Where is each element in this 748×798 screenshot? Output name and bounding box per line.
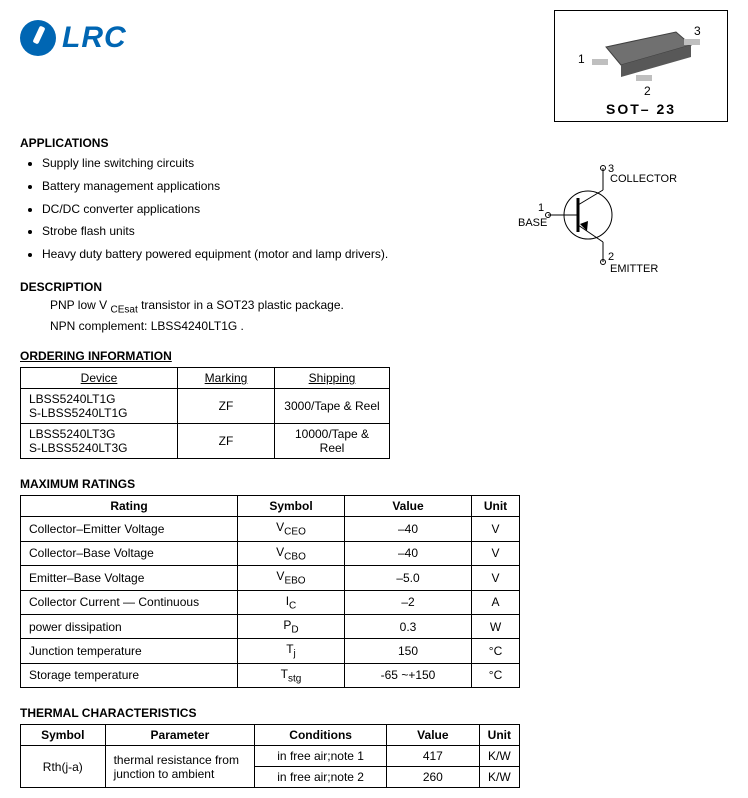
cell: 10000/Tape & Reel bbox=[275, 424, 390, 459]
table-row: power dissipationPD0.3W bbox=[21, 614, 520, 638]
thermal-table: Symbol Parameter Conditions Value Unit R… bbox=[20, 724, 520, 788]
table-row: LBSS5240LT3GS-LBSS5240LT3G ZF 10000/Tape… bbox=[21, 424, 390, 459]
cell: ZF bbox=[178, 389, 275, 424]
cell: Rth(j-a) bbox=[21, 746, 106, 788]
col-parameter: Parameter bbox=[105, 725, 255, 746]
cell: 260 bbox=[387, 767, 480, 788]
table-row: Storage temperatureTstg-65 ~+150°C bbox=[21, 663, 520, 687]
transistor-schematic: 1 3 2 BASE COLLECTOR EMITTER bbox=[518, 160, 698, 283]
table-row: Collector Current — ContinuousIC–2A bbox=[21, 590, 520, 614]
ordering-heading: ORDERING INFORMATION bbox=[20, 349, 728, 363]
maxratings-heading: MAXIMUM RATINGS bbox=[20, 477, 728, 491]
svg-text:1: 1 bbox=[578, 52, 585, 66]
col-symbol: Symbol bbox=[21, 725, 106, 746]
logo: LRC bbox=[20, 20, 127, 56]
table-row: Emitter–Base VoltageVEBO–5.0V bbox=[21, 566, 520, 590]
cell: LBSS5240LT1G bbox=[29, 392, 116, 406]
table-row: Collector–Emitter VoltageVCEO–40V bbox=[21, 517, 520, 541]
table-row: Rth(j-a) thermal resistance from junctio… bbox=[21, 746, 520, 767]
cell: in free air;note 1 bbox=[255, 746, 387, 767]
cell: 3000/Tape & Reel bbox=[275, 389, 390, 424]
sot23-icon: 1 2 3 bbox=[566, 17, 716, 99]
table-header-row: Device Marking Shipping bbox=[21, 368, 390, 389]
col-value: Value bbox=[345, 496, 472, 517]
cell: S-LBSS5240LT3G bbox=[29, 441, 128, 455]
col-device: Device bbox=[21, 368, 178, 389]
cell: LBSS5240LT3G bbox=[29, 427, 116, 441]
desc-text: NPN complement: LBSS4240LT1G . bbox=[50, 319, 244, 333]
package-diagram: 1 2 3 SOT– 23 bbox=[554, 10, 728, 122]
svg-text:COLLECTOR: COLLECTOR bbox=[610, 173, 677, 185]
cell: ZF bbox=[178, 424, 275, 459]
table-row: Junction temperatureTj150°C bbox=[21, 639, 520, 663]
desc-text: PNP low V bbox=[50, 298, 107, 312]
table-header-row: Symbol Parameter Conditions Value Unit bbox=[21, 725, 520, 746]
ordering-table: Device Marking Shipping LBSS5240LT1GS-LB… bbox=[20, 367, 390, 459]
package-label: SOT– 23 bbox=[561, 101, 721, 117]
svg-text:2: 2 bbox=[644, 84, 651, 98]
description-body: PNP low V CEsat transistor in a SOT23 pl… bbox=[50, 296, 728, 335]
col-rating: Rating bbox=[21, 496, 238, 517]
col-shipping: Shipping bbox=[275, 368, 390, 389]
table-row: Collector–Base VoltageVCBO–40V bbox=[21, 541, 520, 565]
col-unit: Unit bbox=[472, 496, 520, 517]
col-marking: Marking bbox=[178, 368, 275, 389]
table-row: LBSS5240LT1GS-LBSS5240LT1G ZF 3000/Tape … bbox=[21, 389, 390, 424]
logo-text: LRC bbox=[62, 21, 127, 55]
col-unit: Unit bbox=[479, 725, 519, 746]
col-symbol: Symbol bbox=[238, 496, 345, 517]
cell: 417 bbox=[387, 746, 480, 767]
desc-text: transistor in a SOT23 plastic package. bbox=[141, 298, 344, 312]
svg-text:EMITTER: EMITTER bbox=[610, 263, 658, 275]
maxratings-table: Rating Symbol Value Unit Collector–Emitt… bbox=[20, 495, 520, 688]
svg-text:2: 2 bbox=[608, 251, 614, 263]
cell: K/W bbox=[479, 746, 519, 767]
cell: S-LBSS5240LT1G bbox=[29, 406, 128, 420]
cell: in free air;note 2 bbox=[255, 767, 387, 788]
svg-text:1: 1 bbox=[538, 202, 544, 214]
thermal-heading: THERMAL CHARACTERISTICS bbox=[20, 706, 728, 720]
desc-sub: CEsat bbox=[110, 304, 137, 315]
svg-text:3: 3 bbox=[694, 24, 701, 38]
svg-text:BASE: BASE bbox=[518, 217, 547, 229]
cell: thermal resistance from junction to ambi… bbox=[105, 746, 255, 788]
table-header-row: Rating Symbol Value Unit bbox=[21, 496, 520, 517]
applications-heading: APPLICATIONS bbox=[20, 136, 728, 150]
logo-icon bbox=[20, 20, 56, 56]
cell: Collector–Emitter Voltage bbox=[21, 517, 238, 541]
cell: K/W bbox=[479, 767, 519, 788]
col-conditions: Conditions bbox=[255, 725, 387, 746]
col-value: Value bbox=[387, 725, 480, 746]
